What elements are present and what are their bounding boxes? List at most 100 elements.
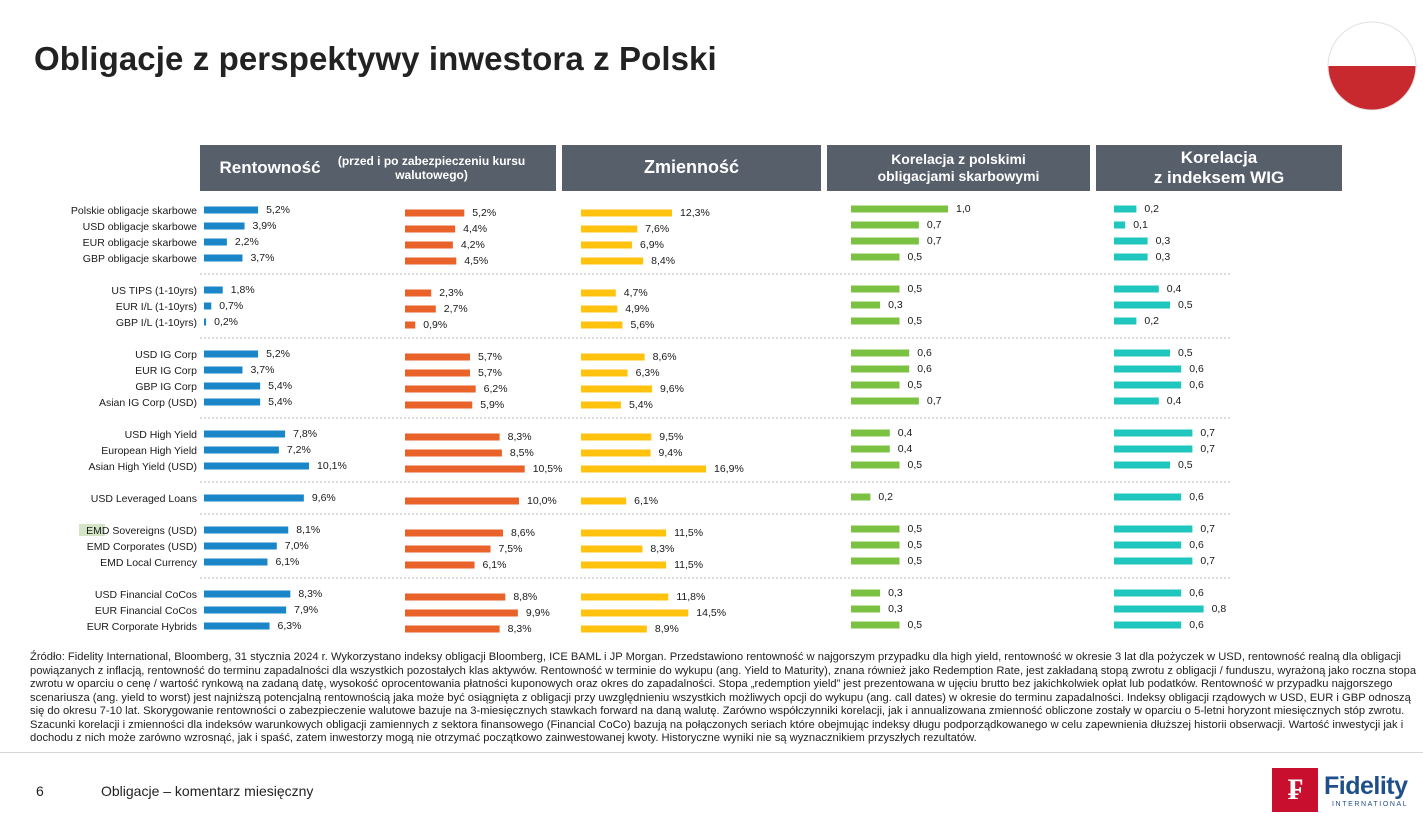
bar-corr-pl bbox=[851, 301, 881, 309]
bar-yield-after bbox=[405, 529, 504, 537]
bar-corr-wig bbox=[1114, 285, 1159, 293]
data-label-corr-pl: 0,5 bbox=[908, 251, 923, 263]
page-title: Obligacje z perspektywy inwestora z Pols… bbox=[34, 40, 717, 77]
bar-yield-after bbox=[405, 209, 465, 217]
bar-volatility bbox=[581, 385, 653, 393]
data-label-corr-wig: 0,1 bbox=[1133, 219, 1148, 231]
bar-yield-before bbox=[204, 206, 259, 214]
bar-corr-pl bbox=[851, 493, 871, 501]
header-yield-title: Rentowność bbox=[219, 157, 321, 177]
bar-volatility bbox=[581, 497, 627, 505]
category-label: Asian High Yield (USD) bbox=[88, 461, 197, 473]
fidelity-logo: ₣ Fidelity INTERNATIONAL bbox=[1272, 768, 1417, 814]
category-label: Asian IG Corp (USD) bbox=[99, 397, 197, 409]
data-label-corr-wig: 0,3 bbox=[1156, 251, 1171, 263]
data-label-yield-after: 8,6% bbox=[511, 527, 535, 539]
data-label-yield-after: 10,5% bbox=[533, 463, 563, 475]
data-label-corr-wig: 0,7 bbox=[1200, 523, 1215, 535]
data-label-corr-pl: 0,5 bbox=[908, 555, 923, 567]
bar-yield-before bbox=[204, 526, 289, 534]
data-label-yield-before: 3,7% bbox=[250, 252, 274, 264]
data-label-volatility: 6,3% bbox=[636, 367, 660, 379]
data-label-yield-before: 7,2% bbox=[287, 444, 311, 456]
data-label-volatility: 9,4% bbox=[659, 447, 683, 459]
header-corr-wig-line2: z indeksem WIG bbox=[1153, 168, 1285, 187]
bar-corr-pl bbox=[851, 589, 881, 597]
bar-yield-after bbox=[405, 353, 470, 361]
poland-flag-icon bbox=[1327, 21, 1417, 111]
data-label-yield-before: 7,8% bbox=[293, 428, 317, 440]
bar-corr-pl bbox=[851, 381, 900, 389]
category-label: USD Leveraged Loans bbox=[91, 493, 197, 505]
bar-corr-wig bbox=[1114, 301, 1170, 309]
bar-volatility bbox=[581, 545, 643, 553]
data-label-yield-after: 10,0% bbox=[527, 495, 557, 507]
bar-yield-after bbox=[405, 321, 416, 329]
bar-volatility bbox=[581, 257, 644, 265]
bar-yield-before bbox=[204, 286, 223, 294]
data-label-yield-before: 5,4% bbox=[268, 396, 292, 408]
bar-yield-after bbox=[405, 241, 453, 249]
data-label-yield-before: 5,2% bbox=[266, 348, 290, 360]
data-label-corr-pl: 0,7 bbox=[927, 235, 942, 247]
bar-yield-before bbox=[204, 590, 291, 598]
data-label-corr-wig: 0,7 bbox=[1200, 555, 1215, 567]
data-label-corr-pl: 0,5 bbox=[908, 523, 923, 535]
data-label-corr-pl: 0,6 bbox=[917, 347, 932, 359]
bar-volatility bbox=[581, 529, 667, 537]
data-label-volatility: 11,5% bbox=[674, 527, 703, 539]
category-label: USD High Yield bbox=[125, 429, 198, 441]
data-label-yield-after: 5,9% bbox=[480, 399, 504, 411]
data-label-corr-pl: 1,0 bbox=[956, 203, 971, 215]
bar-corr-wig bbox=[1114, 621, 1182, 629]
data-label-corr-pl: 0,2 bbox=[878, 491, 893, 503]
data-label-yield-before: 3,7% bbox=[250, 364, 274, 376]
bar-corr-wig bbox=[1114, 541, 1182, 549]
data-label-corr-wig: 0,5 bbox=[1178, 299, 1193, 311]
bar-yield-after bbox=[405, 289, 432, 297]
bar-volatility bbox=[581, 353, 645, 361]
header-corr-pl: Korelacja z polskimi obligacjami skarbow… bbox=[827, 145, 1090, 191]
bar-corr-wig bbox=[1114, 429, 1193, 437]
bar-volatility bbox=[581, 593, 669, 601]
bar-volatility bbox=[581, 433, 652, 441]
data-label-yield-before: 5,4% bbox=[268, 380, 292, 392]
bar-volatility bbox=[581, 625, 647, 633]
bar-corr-wig bbox=[1114, 557, 1193, 565]
bar-corr-pl bbox=[851, 461, 900, 469]
bar-corr-pl bbox=[851, 221, 919, 229]
bar-yield-before bbox=[204, 366, 243, 374]
data-label-corr-pl: 0,5 bbox=[908, 283, 923, 295]
category-label: EUR Financial CoCos bbox=[95, 605, 197, 617]
bar-yield-after bbox=[405, 545, 491, 553]
data-label-yield-after: 8,8% bbox=[513, 591, 537, 603]
data-label-corr-wig: 0,5 bbox=[1178, 459, 1193, 471]
data-label-yield-after: 4,4% bbox=[463, 223, 487, 235]
bar-corr-pl bbox=[851, 317, 900, 325]
bar-yield-before bbox=[204, 382, 261, 390]
header-corr-wig-line1: Korelacja bbox=[1180, 147, 1258, 167]
bar-yield-after bbox=[405, 225, 456, 233]
data-label-corr-wig: 0,8 bbox=[1212, 603, 1227, 615]
bar-corr-wig bbox=[1114, 317, 1137, 325]
data-label-yield-before: 2,2% bbox=[235, 236, 259, 248]
category-label: GBP IG Corp bbox=[135, 381, 197, 393]
data-label-volatility: 12,3% bbox=[680, 207, 710, 219]
data-label-corr-wig: 0,7 bbox=[1200, 443, 1215, 455]
bar-corr-wig bbox=[1114, 445, 1193, 453]
data-label-volatility: 4,7% bbox=[624, 287, 648, 299]
data-label-yield-after: 4,2% bbox=[461, 239, 485, 251]
bar-corr-pl bbox=[851, 621, 900, 629]
data-label-volatility: 11,8% bbox=[676, 591, 705, 603]
category-label: GBP I/L (1-10yrs) bbox=[116, 317, 197, 329]
data-label-yield-before: 8,1% bbox=[296, 524, 320, 536]
bar-yield-before bbox=[204, 542, 277, 550]
data-label-corr-wig: 0,4 bbox=[1167, 395, 1182, 407]
data-label-corr-wig: 0,6 bbox=[1189, 363, 1204, 375]
data-label-corr-pl: 0,3 bbox=[888, 587, 903, 599]
bar-yield-before bbox=[204, 462, 310, 470]
source-footnote: Źródło: Fidelity International, Bloomber… bbox=[30, 651, 1417, 744]
category-label: EMD Corporates (USD) bbox=[87, 541, 197, 553]
bar-corr-pl bbox=[851, 541, 900, 549]
header-volatility: Zmienność bbox=[562, 145, 821, 191]
